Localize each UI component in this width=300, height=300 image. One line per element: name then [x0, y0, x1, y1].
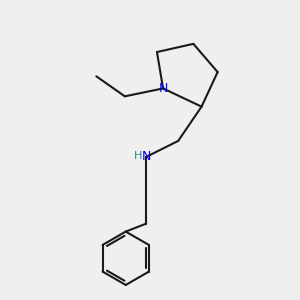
Text: N: N [158, 82, 168, 95]
Text: N: N [141, 151, 151, 164]
Text: H: H [134, 152, 143, 161]
